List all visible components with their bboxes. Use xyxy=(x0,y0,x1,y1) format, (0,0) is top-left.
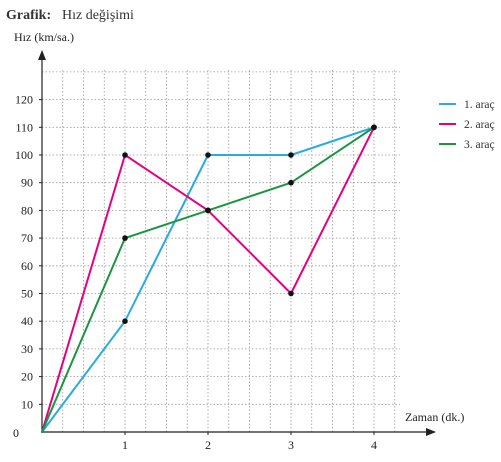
chart-title-text: Hız değişimi xyxy=(62,8,134,23)
legend-label-2: 2. araç xyxy=(464,119,495,131)
grid xyxy=(42,70,400,432)
x-tick-label: 4 xyxy=(371,438,377,452)
y-tick-labels: 10 20 30 40 50 60 70 80 90 100 110 120 xyxy=(15,93,42,411)
legend: 1. araç 2. araç 3. araç xyxy=(439,99,495,151)
data-point-series-2 xyxy=(122,152,128,158)
y-tick-label: 90 xyxy=(21,176,33,190)
x-tick-labels: 1 2 3 4 xyxy=(122,432,377,452)
x-tick-label: 2 xyxy=(205,438,211,452)
legend-label-3: 3. araç xyxy=(464,139,495,151)
data-point-series-3 xyxy=(205,207,211,214)
chart-title-prefix: Grafik: xyxy=(6,8,51,23)
data-point-series-1 xyxy=(288,152,294,158)
y-axis-arrow xyxy=(38,50,46,60)
x-tick-label: 3 xyxy=(288,438,294,452)
data-points xyxy=(122,124,377,325)
data-point-series-3 xyxy=(288,179,294,186)
y-tick-label: 80 xyxy=(21,203,33,217)
data-point-series-1 xyxy=(122,318,128,325)
data-point-series-2 xyxy=(288,290,294,297)
y-tick-label: 40 xyxy=(21,314,33,328)
y-tick-label: 70 xyxy=(21,231,33,245)
axes xyxy=(38,50,436,436)
y-tick-label: 20 xyxy=(21,370,33,384)
origin-label: 0 xyxy=(13,426,19,440)
x-tick-label: 1 xyxy=(122,438,128,452)
y-tick-label: 60 xyxy=(21,259,33,273)
chart-title: Grafik: Hız değişimi xyxy=(6,8,134,23)
x-axis-arrow xyxy=(426,428,436,436)
y-axis-label: Hız (km/sa.) xyxy=(14,30,74,44)
y-tick-label: 100 xyxy=(15,148,33,162)
legend-label-1: 1. araç xyxy=(464,99,495,111)
y-tick-label: 30 xyxy=(21,342,33,356)
data-point-series-3 xyxy=(122,235,128,241)
y-tick-label: 10 xyxy=(21,397,33,411)
data-point-series-1 xyxy=(205,152,211,158)
y-tick-label: 50 xyxy=(21,287,33,301)
y-tick-label: 120 xyxy=(15,93,33,107)
data-point-series-3 xyxy=(371,124,377,131)
y-tick-label: 110 xyxy=(15,120,33,134)
x-axis-label: Zaman (dk.) xyxy=(405,410,464,424)
